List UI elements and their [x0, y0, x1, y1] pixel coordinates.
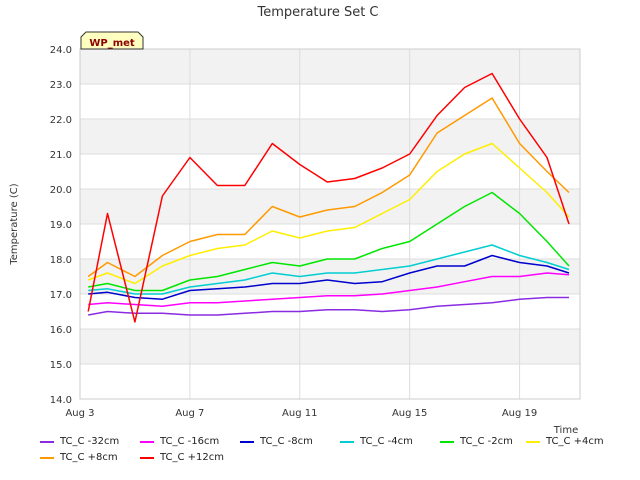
station-badge-shape	[80, 31, 144, 50]
y-tick-label: 16.0	[50, 325, 72, 336]
y-tick-label: 15.0	[50, 360, 72, 371]
series-line	[88, 254, 570, 300]
y-tick-label: 19.0	[50, 220, 72, 231]
legend-label: TC_C +4cm	[546, 436, 604, 447]
y-tick-label: 17.0	[50, 290, 72, 301]
legend-swatch	[526, 440, 540, 443]
legend-label: TC_C -4cm	[360, 436, 413, 447]
x-tick-label: Aug 3	[65, 408, 94, 419]
legend-label: TC_C -16cm	[160, 436, 220, 447]
series-lines	[87, 72, 570, 323]
series-line	[88, 244, 570, 295]
legend-label: TC_C +8cm	[60, 452, 118, 463]
series-line	[87, 142, 570, 285]
legend-item: TC_C -16cm	[140, 436, 219, 447]
legend-label: TC_C -8cm	[260, 436, 313, 447]
y-tick-label: 22.0	[50, 115, 72, 126]
legend-item: TC_C -32cm	[40, 436, 119, 447]
series-line	[88, 191, 570, 292]
tick-labels: 14.0 15.0 16.0 17.0 18.0 19.0 20.0 21.0 22.0 23.0…	[50, 45, 538, 419]
y-tick-label: 24.0	[50, 45, 72, 56]
series-line	[88, 272, 570, 308]
y-tick-label: 23.0	[50, 80, 72, 91]
grid-band	[80, 189, 580, 224]
legend-item: TC_C -2cm	[440, 436, 513, 447]
legend-item: TC_C +4cm	[526, 436, 604, 447]
station-badge-label: WP_met	[89, 38, 135, 49]
x-tick-label: Aug 15	[392, 408, 427, 419]
x-tick-label: Aug 19	[502, 408, 537, 419]
x-axis-label: Time	[553, 425, 578, 436]
legend-item: TC_C -8cm	[240, 436, 313, 447]
series-line	[88, 296, 569, 316]
legend-label: TC_C +12cm	[160, 452, 225, 463]
grid-band	[80, 329, 580, 364]
legend-swatch	[40, 456, 54, 459]
legend-swatch	[440, 440, 454, 443]
series-line	[87, 97, 570, 278]
plot-frame	[79, 48, 581, 400]
grid-band	[80, 119, 580, 154]
legend-item: TC_C +8cm	[40, 452, 118, 463]
y-tick-label: 21.0	[50, 150, 72, 161]
station-badge: WP_met	[80, 31, 144, 50]
legend-swatch	[140, 440, 154, 443]
legend-item: TC_C +12cm	[140, 452, 224, 463]
grid-band	[80, 49, 580, 84]
legend-swatch	[140, 456, 154, 459]
legend-label: TC_C -32cm	[60, 436, 120, 447]
y-axis-label: Temperature (C)	[9, 183, 20, 265]
y-tick-label: 14.0	[50, 395, 72, 406]
legend-swatch	[340, 440, 354, 443]
x-tick-label: Aug 11	[282, 408, 317, 419]
axes	[79, 48, 581, 400]
y-tick-label: 18.0	[50, 255, 72, 266]
legend-item: TC_C -4cm	[340, 436, 413, 447]
x-tick-label: Aug 7	[175, 408, 204, 419]
legend-label: TC_C -2cm	[460, 436, 513, 447]
legend-swatch	[240, 440, 254, 443]
y-tick-label: 20.0	[50, 185, 72, 196]
chart-title: Temperature Set C	[256, 5, 378, 20]
legend-swatch	[40, 440, 54, 443]
series-line	[87, 72, 570, 323]
